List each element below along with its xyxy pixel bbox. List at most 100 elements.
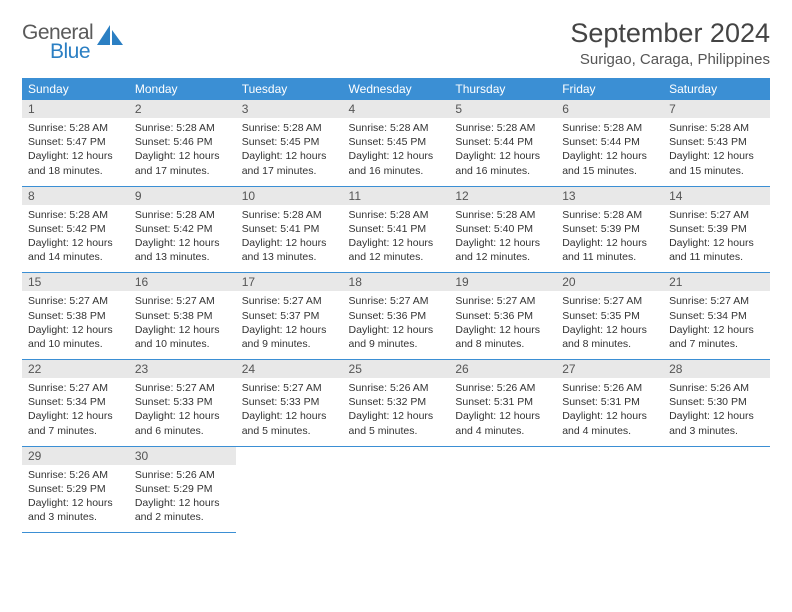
day-number: 6 bbox=[556, 100, 663, 118]
day-cell: 15Sunrise: 5:27 AMSunset: 5:38 PMDayligh… bbox=[22, 273, 129, 360]
day-body: Sunrise: 5:28 AMSunset: 5:39 PMDaylight:… bbox=[556, 205, 663, 273]
day-cell: 22Sunrise: 5:27 AMSunset: 5:34 PMDayligh… bbox=[22, 360, 129, 447]
day-body: Sunrise: 5:28 AMSunset: 5:42 PMDaylight:… bbox=[22, 205, 129, 273]
day-cell: 24Sunrise: 5:27 AMSunset: 5:33 PMDayligh… bbox=[236, 360, 343, 447]
day-cell: 19Sunrise: 5:27 AMSunset: 5:36 PMDayligh… bbox=[449, 273, 556, 360]
day-number: 24 bbox=[236, 360, 343, 378]
day-number: 17 bbox=[236, 273, 343, 291]
day-body: Sunrise: 5:27 AMSunset: 5:39 PMDaylight:… bbox=[663, 205, 770, 273]
day-cell: 9Sunrise: 5:28 AMSunset: 5:42 PMDaylight… bbox=[129, 186, 236, 273]
day-cell: 7Sunrise: 5:28 AMSunset: 5:43 PMDaylight… bbox=[663, 100, 770, 186]
day-number: 5 bbox=[449, 100, 556, 118]
day-cell: 11Sunrise: 5:28 AMSunset: 5:41 PMDayligh… bbox=[343, 186, 450, 273]
day-cell: 30Sunrise: 5:26 AMSunset: 5:29 PMDayligh… bbox=[129, 446, 236, 533]
day-cell: 27Sunrise: 5:26 AMSunset: 5:31 PMDayligh… bbox=[556, 360, 663, 447]
logo: General Blue bbox=[22, 22, 123, 62]
day-header: Monday bbox=[129, 78, 236, 100]
day-number: 26 bbox=[449, 360, 556, 378]
day-body: Sunrise: 5:26 AMSunset: 5:30 PMDaylight:… bbox=[663, 378, 770, 446]
day-cell: 10Sunrise: 5:28 AMSunset: 5:41 PMDayligh… bbox=[236, 186, 343, 273]
location: Surigao, Caraga, Philippines bbox=[570, 51, 770, 68]
day-cell: 12Sunrise: 5:28 AMSunset: 5:40 PMDayligh… bbox=[449, 186, 556, 273]
day-cell: 21Sunrise: 5:27 AMSunset: 5:34 PMDayligh… bbox=[663, 273, 770, 360]
day-body: Sunrise: 5:27 AMSunset: 5:38 PMDaylight:… bbox=[129, 291, 236, 359]
day-number: 3 bbox=[236, 100, 343, 118]
week-row: 22Sunrise: 5:27 AMSunset: 5:34 PMDayligh… bbox=[22, 360, 770, 447]
day-number: 16 bbox=[129, 273, 236, 291]
day-body: Sunrise: 5:26 AMSunset: 5:31 PMDaylight:… bbox=[449, 378, 556, 446]
day-header: Saturday bbox=[663, 78, 770, 100]
month-title: September 2024 bbox=[570, 18, 770, 49]
day-cell: 1Sunrise: 5:28 AMSunset: 5:47 PMDaylight… bbox=[22, 100, 129, 186]
day-number: 21 bbox=[663, 273, 770, 291]
day-cell: 8Sunrise: 5:28 AMSunset: 5:42 PMDaylight… bbox=[22, 186, 129, 273]
day-body: Sunrise: 5:27 AMSunset: 5:36 PMDaylight:… bbox=[449, 291, 556, 359]
day-cell: 2Sunrise: 5:28 AMSunset: 5:46 PMDaylight… bbox=[129, 100, 236, 186]
day-header: Tuesday bbox=[236, 78, 343, 100]
day-body: Sunrise: 5:27 AMSunset: 5:33 PMDaylight:… bbox=[236, 378, 343, 446]
week-row: 8Sunrise: 5:28 AMSunset: 5:42 PMDaylight… bbox=[22, 186, 770, 273]
day-number: 23 bbox=[129, 360, 236, 378]
day-number: 11 bbox=[343, 187, 450, 205]
day-cell bbox=[556, 446, 663, 533]
day-body: Sunrise: 5:27 AMSunset: 5:35 PMDaylight:… bbox=[556, 291, 663, 359]
day-body: Sunrise: 5:28 AMSunset: 5:44 PMDaylight:… bbox=[556, 118, 663, 186]
day-body: Sunrise: 5:27 AMSunset: 5:38 PMDaylight:… bbox=[22, 291, 129, 359]
day-body: Sunrise: 5:27 AMSunset: 5:34 PMDaylight:… bbox=[663, 291, 770, 359]
day-body: Sunrise: 5:26 AMSunset: 5:31 PMDaylight:… bbox=[556, 378, 663, 446]
day-number: 22 bbox=[22, 360, 129, 378]
week-row: 29Sunrise: 5:26 AMSunset: 5:29 PMDayligh… bbox=[22, 446, 770, 533]
day-number: 13 bbox=[556, 187, 663, 205]
day-header: Sunday bbox=[22, 78, 129, 100]
day-cell bbox=[236, 446, 343, 533]
day-number: 27 bbox=[556, 360, 663, 378]
day-number: 30 bbox=[129, 447, 236, 465]
day-number: 4 bbox=[343, 100, 450, 118]
day-cell: 13Sunrise: 5:28 AMSunset: 5:39 PMDayligh… bbox=[556, 186, 663, 273]
day-body: Sunrise: 5:26 AMSunset: 5:29 PMDaylight:… bbox=[129, 465, 236, 533]
day-cell: 18Sunrise: 5:27 AMSunset: 5:36 PMDayligh… bbox=[343, 273, 450, 360]
day-body: Sunrise: 5:28 AMSunset: 5:42 PMDaylight:… bbox=[129, 205, 236, 273]
day-cell bbox=[449, 446, 556, 533]
header: General Blue September 2024 Surigao, Car… bbox=[22, 18, 770, 68]
day-cell: 28Sunrise: 5:26 AMSunset: 5:30 PMDayligh… bbox=[663, 360, 770, 447]
day-number: 2 bbox=[129, 100, 236, 118]
day-number: 28 bbox=[663, 360, 770, 378]
day-header: Wednesday bbox=[343, 78, 450, 100]
day-number: 10 bbox=[236, 187, 343, 205]
day-number: 20 bbox=[556, 273, 663, 291]
logo-blue: Blue bbox=[50, 41, 93, 62]
day-number: 9 bbox=[129, 187, 236, 205]
logo-sail-icon bbox=[97, 25, 123, 45]
day-cell: 26Sunrise: 5:26 AMSunset: 5:31 PMDayligh… bbox=[449, 360, 556, 447]
day-cell: 3Sunrise: 5:28 AMSunset: 5:45 PMDaylight… bbox=[236, 100, 343, 186]
day-body: Sunrise: 5:28 AMSunset: 5:41 PMDaylight:… bbox=[343, 205, 450, 273]
day-body: Sunrise: 5:28 AMSunset: 5:45 PMDaylight:… bbox=[343, 118, 450, 186]
day-cell: 25Sunrise: 5:26 AMSunset: 5:32 PMDayligh… bbox=[343, 360, 450, 447]
day-cell bbox=[343, 446, 450, 533]
week-row: 1Sunrise: 5:28 AMSunset: 5:47 PMDaylight… bbox=[22, 100, 770, 186]
day-cell: 23Sunrise: 5:27 AMSunset: 5:33 PMDayligh… bbox=[129, 360, 236, 447]
day-number: 1 bbox=[22, 100, 129, 118]
day-body: Sunrise: 5:28 AMSunset: 5:47 PMDaylight:… bbox=[22, 118, 129, 186]
day-number: 7 bbox=[663, 100, 770, 118]
logo-text: General Blue bbox=[22, 22, 93, 62]
day-cell: 16Sunrise: 5:27 AMSunset: 5:38 PMDayligh… bbox=[129, 273, 236, 360]
title-block: September 2024 Surigao, Caraga, Philippi… bbox=[570, 18, 770, 68]
day-header: Friday bbox=[556, 78, 663, 100]
day-number: 18 bbox=[343, 273, 450, 291]
day-cell: 6Sunrise: 5:28 AMSunset: 5:44 PMDaylight… bbox=[556, 100, 663, 186]
day-cell bbox=[663, 446, 770, 533]
day-header: Thursday bbox=[449, 78, 556, 100]
day-body: Sunrise: 5:28 AMSunset: 5:44 PMDaylight:… bbox=[449, 118, 556, 186]
day-header-row: SundayMondayTuesdayWednesdayThursdayFrid… bbox=[22, 78, 770, 100]
day-cell: 4Sunrise: 5:28 AMSunset: 5:45 PMDaylight… bbox=[343, 100, 450, 186]
day-cell: 20Sunrise: 5:27 AMSunset: 5:35 PMDayligh… bbox=[556, 273, 663, 360]
day-body: Sunrise: 5:28 AMSunset: 5:45 PMDaylight:… bbox=[236, 118, 343, 186]
day-number: 12 bbox=[449, 187, 556, 205]
day-cell: 14Sunrise: 5:27 AMSunset: 5:39 PMDayligh… bbox=[663, 186, 770, 273]
day-body: Sunrise: 5:28 AMSunset: 5:46 PMDaylight:… bbox=[129, 118, 236, 186]
day-body: Sunrise: 5:27 AMSunset: 5:36 PMDaylight:… bbox=[343, 291, 450, 359]
day-number: 14 bbox=[663, 187, 770, 205]
day-number: 8 bbox=[22, 187, 129, 205]
